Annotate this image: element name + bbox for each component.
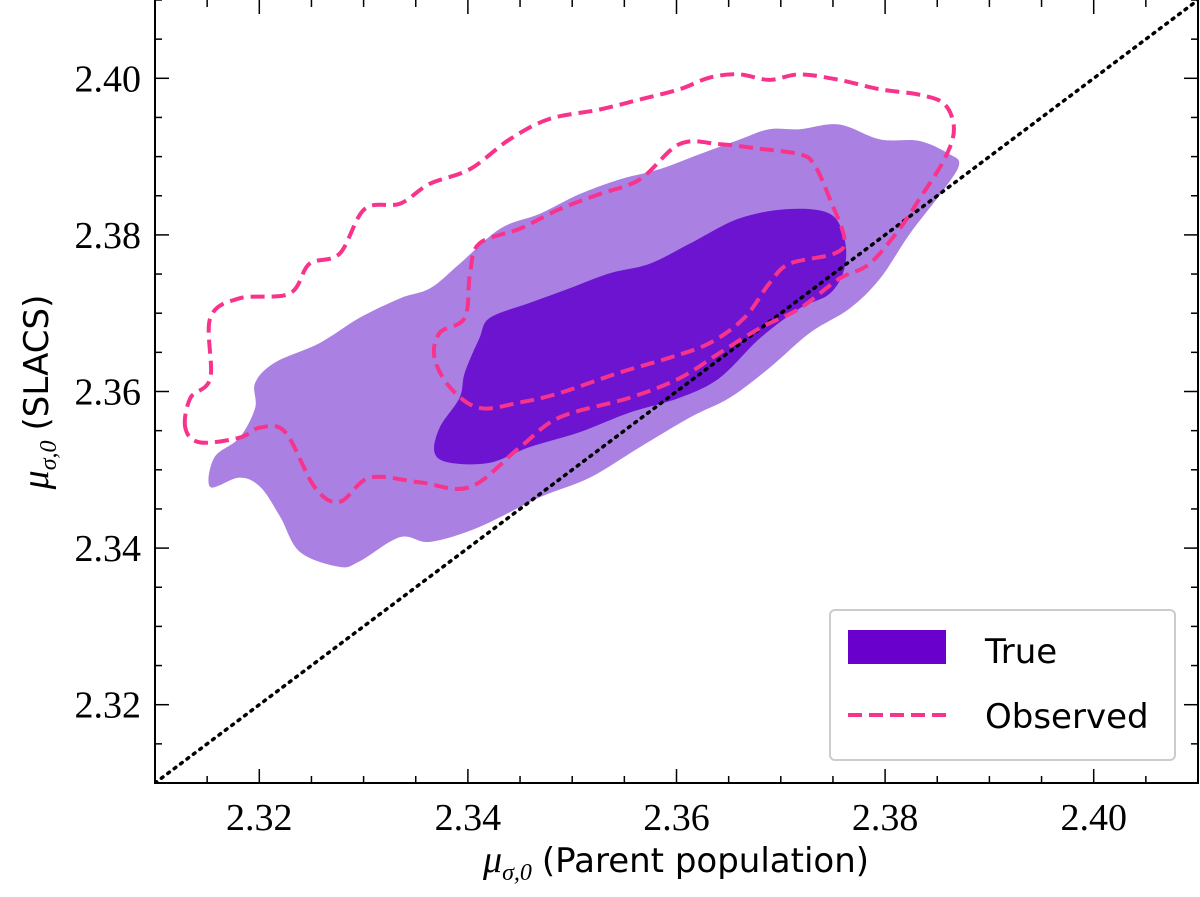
- plot-area: [155, 0, 1198, 783]
- true-contour-inner: [433, 208, 847, 465]
- legend-observed-label: Observed: [985, 697, 1149, 737]
- y-tick-label: 2.32: [75, 685, 142, 727]
- y-tick-label: 2.40: [75, 58, 142, 100]
- legend-true-swatch: [848, 630, 946, 664]
- y-tick-label: 2.34: [75, 528, 142, 570]
- x-tick-label: 2.36: [643, 797, 710, 839]
- y-tick-labels: 2.32 2.34 2.36 2.38 2.40: [75, 58, 142, 726]
- y-tick-label: 2.36: [75, 372, 142, 414]
- legend-true-label: True: [984, 632, 1057, 672]
- x-tick-label: 2.38: [852, 797, 919, 839]
- legend: True Observed: [829, 609, 1176, 761]
- x-tick-label: 2.32: [226, 797, 293, 839]
- identity-line: [155, 0, 1198, 783]
- ticks: [154, 0, 1199, 784]
- x-tick-label: 2.34: [435, 797, 502, 839]
- observed-contour-outer: [182, 72, 956, 505]
- x-axis-label: μσ,0 (Parent population): [482, 839, 869, 886]
- y-axis-label: μσ,0(SLACS): [15, 295, 62, 491]
- x-tick-labels: 2.32 2.34 2.36 2.38 2.40: [226, 797, 1127, 839]
- y-tick-label: 2.38: [75, 215, 142, 257]
- x-tick-label: 2.40: [1060, 797, 1127, 839]
- observed-contour-inner: [431, 139, 847, 411]
